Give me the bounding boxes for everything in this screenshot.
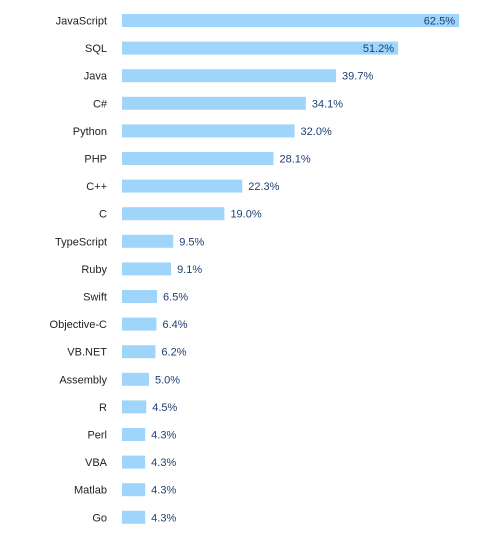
category-label: Python [73, 126, 107, 138]
value-label: 4.3% [151, 457, 176, 469]
value-label: 9.5% [179, 236, 204, 248]
bar-row: Matlab 4.3% [74, 483, 176, 497]
bar [122, 372, 149, 386]
bar [122, 510, 146, 524]
value-label: 34.1% [312, 98, 343, 110]
bar-row: R 4.5% [99, 400, 178, 414]
value-label: 28.1% [280, 154, 311, 166]
value-label: 6.5% [163, 292, 188, 304]
category-label: Go [92, 512, 107, 524]
bar [122, 262, 172, 276]
bar-row: VBA 4.3% [85, 455, 176, 469]
bar-row: C 19.0% [99, 207, 262, 221]
value-label: 51.2% [363, 43, 394, 55]
value-label: 19.0% [230, 209, 261, 221]
bar [122, 69, 337, 83]
bar-row: VB.NET 6.2% [67, 345, 187, 359]
bar [122, 124, 295, 138]
bar [122, 179, 243, 193]
value-label: 4.3% [151, 430, 176, 442]
category-label: Swift [83, 292, 107, 304]
bar [122, 96, 306, 110]
value-label: 32.0% [301, 126, 332, 138]
bar [122, 455, 146, 469]
value-label: 39.7% [342, 71, 373, 83]
bar-row: C++ 22.3% [86, 179, 280, 193]
category-label: VBA [85, 457, 108, 469]
category-label: Matlab [74, 485, 107, 497]
value-label: 9.1% [177, 264, 202, 276]
bar [122, 152, 274, 165]
category-label: PHP [84, 154, 107, 166]
bar [122, 234, 174, 248]
bar-row: C# 34.1% [93, 96, 343, 110]
category-label: R [99, 402, 107, 414]
bar [122, 428, 146, 441]
category-label: JavaScript [56, 16, 107, 28]
bar-row: Ruby 9.1% [81, 262, 202, 276]
bar-row: Perl 4.3% [87, 428, 176, 442]
bar [122, 290, 158, 303]
category-label: Ruby [81, 264, 107, 276]
bar-row: Python 32.0% [73, 124, 332, 138]
bar-row: Java 39.7% [84, 69, 373, 83]
category-label: Perl [87, 430, 107, 442]
category-label: C# [93, 98, 108, 110]
bar-row: PHP 28.1% [84, 152, 311, 166]
category-label: Assembly [59, 374, 107, 386]
category-label: VB.NET [67, 347, 107, 359]
bar-row: Objective-C 6.4% [50, 317, 188, 331]
category-label: C++ [86, 181, 107, 193]
value-label: 22.3% [248, 181, 279, 193]
bar [122, 400, 147, 414]
category-label: C [99, 209, 107, 221]
bar-row: Go 4.3% [92, 510, 176, 524]
value-label: 4.3% [151, 485, 176, 497]
category-label: Java [84, 71, 108, 83]
category-label: SQL [85, 43, 107, 55]
bar [122, 41, 399, 55]
value-label: 5.0% [155, 374, 180, 386]
bar-row: Assembly 5.0% [59, 372, 180, 386]
value-label: 4.3% [151, 512, 176, 524]
bar-row: TypeScript 9.5% [55, 234, 205, 248]
category-label: TypeScript [55, 236, 107, 248]
bar [122, 483, 146, 497]
value-label: 6.4% [163, 319, 188, 331]
category-label: Objective-C [50, 319, 108, 331]
bar [122, 345, 156, 359]
value-label: 62.5% [424, 16, 455, 28]
bar-row: JavaScript 62.5% [56, 14, 459, 28]
bar-row: Swift 6.5% [83, 290, 188, 304]
value-label: 4.5% [152, 402, 177, 414]
bar [122, 207, 225, 221]
bar [122, 14, 459, 27]
value-label: 6.2% [161, 347, 186, 359]
bar [122, 317, 157, 331]
bar-row: SQL 51.2% [85, 41, 399, 55]
